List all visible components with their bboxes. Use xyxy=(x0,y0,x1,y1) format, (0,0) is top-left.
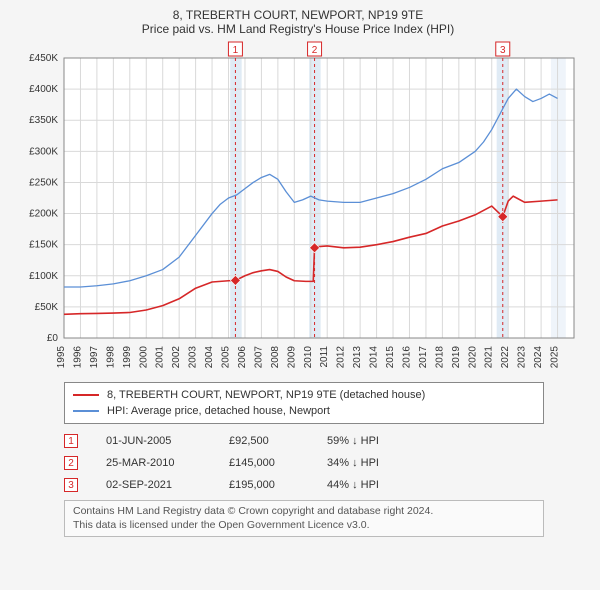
svg-text:2004: 2004 xyxy=(204,346,215,369)
svg-text:2010: 2010 xyxy=(303,346,314,369)
sale-pct-3: 44% ↓ HPI xyxy=(327,479,417,491)
sale-price-1: £92,500 xyxy=(229,435,299,447)
svg-text:£200K: £200K xyxy=(29,209,58,220)
svg-text:2015: 2015 xyxy=(385,346,396,369)
svg-text:2: 2 xyxy=(312,45,318,56)
sale-date-3: 02-SEP-2021 xyxy=(106,479,201,491)
svg-text:2017: 2017 xyxy=(418,346,429,369)
legend-box: 8, TREBERTH COURT, NEWPORT, NP19 9TE (de… xyxy=(64,382,544,424)
svg-text:2007: 2007 xyxy=(253,346,264,369)
sale-marker-3-num: 3 xyxy=(68,480,74,491)
svg-text:2005: 2005 xyxy=(221,346,232,369)
title-subtitle: Price paid vs. HM Land Registry's House … xyxy=(6,22,590,36)
svg-text:£100K: £100K xyxy=(29,271,58,282)
sale-row-3: 3 02-SEP-2021 £195,000 44% ↓ HPI xyxy=(64,474,544,496)
svg-text:2025: 2025 xyxy=(550,346,561,369)
svg-text:2019: 2019 xyxy=(451,346,462,369)
svg-text:2016: 2016 xyxy=(401,346,412,369)
sale-row-2: 2 25-MAR-2010 £145,000 34% ↓ HPI xyxy=(64,452,544,474)
svg-text:2020: 2020 xyxy=(467,346,478,369)
svg-text:2009: 2009 xyxy=(286,346,297,369)
title-block: 8, TREBERTH COURT, NEWPORT, NP19 9TE Pri… xyxy=(6,8,590,36)
svg-text:2014: 2014 xyxy=(369,346,380,369)
sale-pct-1: 59% ↓ HPI xyxy=(327,435,417,447)
svg-text:2011: 2011 xyxy=(319,346,330,368)
svg-text:2001: 2001 xyxy=(155,346,166,369)
svg-text:£350K: £350K xyxy=(29,115,58,126)
svg-text:2002: 2002 xyxy=(171,346,182,369)
sale-marker-1: 1 xyxy=(64,434,78,448)
sale-row-1: 1 01-JUN-2005 £92,500 59% ↓ HPI xyxy=(64,430,544,452)
attribution-line-1: Contains HM Land Registry data © Crown c… xyxy=(73,505,535,519)
svg-text:1997: 1997 xyxy=(89,346,100,369)
svg-text:2006: 2006 xyxy=(237,346,248,369)
svg-text:2021: 2021 xyxy=(484,346,495,369)
svg-text:£150K: £150K xyxy=(29,240,58,251)
svg-text:£250K: £250K xyxy=(29,177,58,188)
svg-text:1998: 1998 xyxy=(105,346,116,369)
sale-date-2: 25-MAR-2010 xyxy=(106,457,201,469)
legend-swatch-2 xyxy=(73,410,99,412)
sale-price-2: £145,000 xyxy=(229,457,299,469)
svg-text:1995: 1995 xyxy=(56,346,67,369)
svg-text:£450K: £450K xyxy=(29,53,58,64)
sale-marker-1-num: 1 xyxy=(68,436,74,447)
legend-label-1: 8, TREBERTH COURT, NEWPORT, NP19 9TE (de… xyxy=(107,389,425,401)
title-address: 8, TREBERTH COURT, NEWPORT, NP19 9TE xyxy=(6,8,590,22)
svg-text:2008: 2008 xyxy=(270,346,281,369)
svg-text:2022: 2022 xyxy=(500,346,511,369)
svg-text:2003: 2003 xyxy=(188,346,199,369)
sale-marker-2: 2 xyxy=(64,456,78,470)
svg-text:2000: 2000 xyxy=(138,346,149,369)
svg-text:2012: 2012 xyxy=(336,346,347,369)
svg-text:2018: 2018 xyxy=(434,346,445,369)
attribution-line-2: This data is licensed under the Open Gov… xyxy=(73,519,535,533)
attribution-box: Contains HM Land Registry data © Crown c… xyxy=(64,500,544,537)
sale-price-3: £195,000 xyxy=(229,479,299,491)
svg-text:2013: 2013 xyxy=(352,346,363,369)
legend-row-series2: HPI: Average price, detached house, Newp… xyxy=(73,403,535,419)
svg-text:1999: 1999 xyxy=(122,346,133,369)
sale-marker-2-num: 2 xyxy=(68,458,74,469)
svg-text:£400K: £400K xyxy=(29,84,58,95)
legend-label-2: HPI: Average price, detached house, Newp… xyxy=(107,405,330,417)
sale-date-1: 01-JUN-2005 xyxy=(106,435,201,447)
svg-text:£0: £0 xyxy=(47,333,59,344)
sale-marker-3: 3 xyxy=(64,478,78,492)
svg-text:2024: 2024 xyxy=(533,346,544,369)
sale-pct-2: 34% ↓ HPI xyxy=(327,457,417,469)
legend-row-series1: 8, TREBERTH COURT, NEWPORT, NP19 9TE (de… xyxy=(73,387,535,403)
svg-text:2023: 2023 xyxy=(517,346,528,369)
svg-text:£50K: £50K xyxy=(35,302,59,313)
chart-container: 8, TREBERTH COURT, NEWPORT, NP19 9TE Pri… xyxy=(0,0,600,590)
chart-svg: £0 £50K £100K £150K £200K £250K £300K £350K £400… xyxy=(6,38,590,378)
svg-text:£300K: £300K xyxy=(29,146,58,157)
svg-text:1: 1 xyxy=(233,45,239,56)
sales-table: 1 01-JUN-2005 £92,500 59% ↓ HPI 2 25-MAR… xyxy=(64,430,544,496)
svg-text:3: 3 xyxy=(500,45,506,56)
svg-text:1996: 1996 xyxy=(72,346,83,369)
legend-swatch-1 xyxy=(73,394,99,396)
